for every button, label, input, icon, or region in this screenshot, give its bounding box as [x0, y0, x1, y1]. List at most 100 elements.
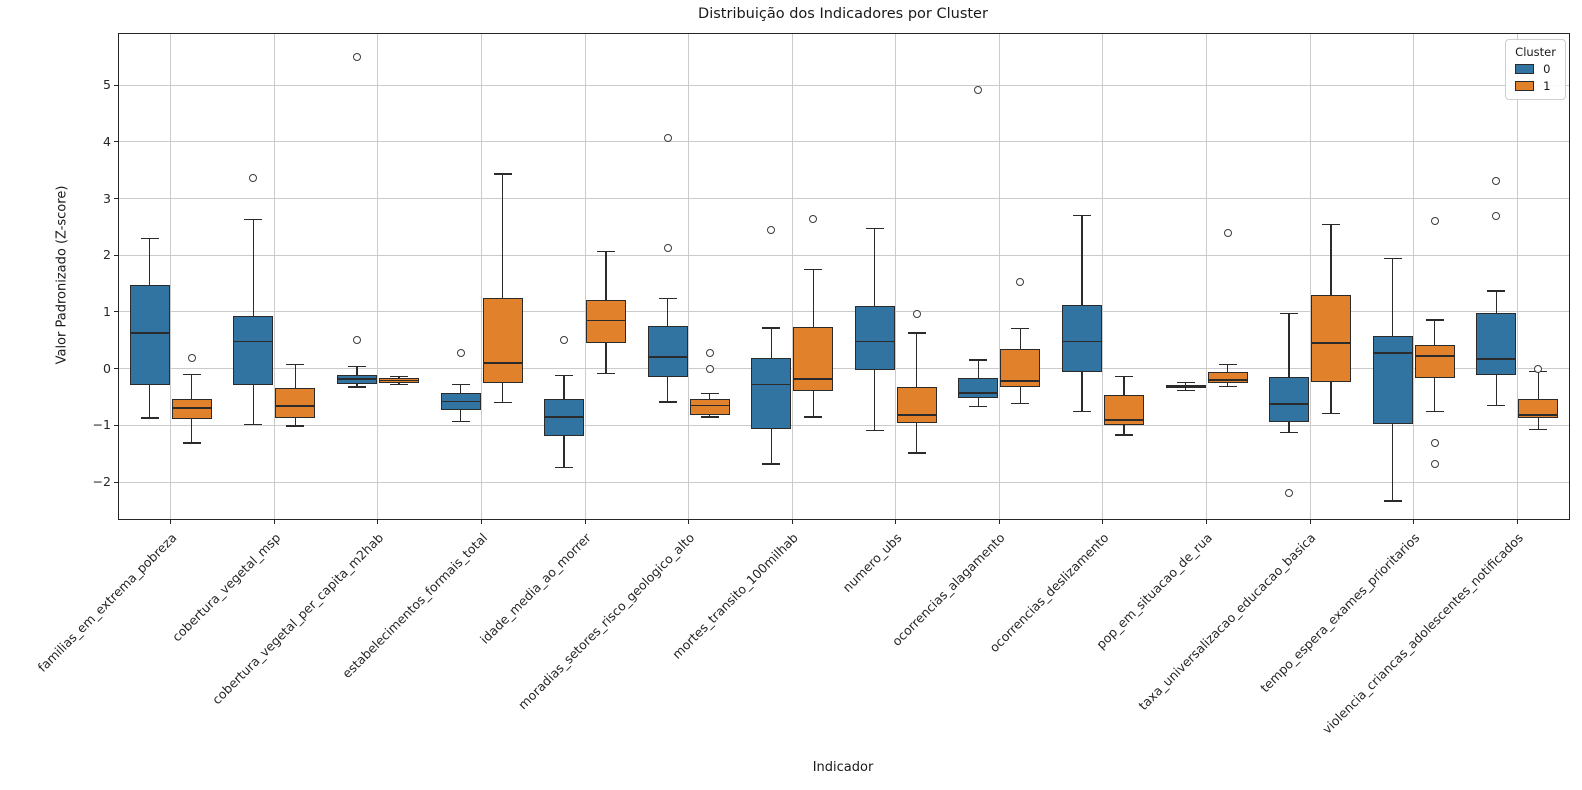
gridline-vertical	[1516, 34, 1518, 519]
median-line	[233, 340, 274, 343]
x-tick-label: moradias_setores_risco_geologico_alto	[515, 530, 698, 713]
median-line	[1414, 355, 1455, 358]
whisker-cap-high	[658, 297, 677, 300]
whisker-cap-low	[1176, 390, 1195, 392]
x-tick-label: violencia_criancas_adolescentes_notifica…	[1319, 530, 1526, 737]
x-tick-mark	[273, 520, 275, 524]
whisker-cap-high	[762, 327, 781, 329]
y-axis-label: Valor Padronizado (Z-score)	[54, 185, 70, 365]
boxplot-box-cluster-1	[171, 399, 212, 420]
x-tick-mark	[481, 520, 482, 524]
whisker-cap-high	[244, 218, 263, 221]
x-tick-label: mortes_transito_100milhab	[669, 530, 801, 662]
y-tick-label: 0	[103, 360, 111, 376]
x-tick-mark	[1309, 520, 1311, 524]
whisker-cap-low	[140, 417, 159, 419]
whisker-cap-low	[347, 386, 366, 388]
x-tick-mark	[998, 520, 1000, 524]
boxplot-box-cluster-1	[793, 327, 834, 392]
whisker-cap-low	[969, 405, 988, 408]
whisker-cap-low	[389, 383, 408, 386]
whisker-cap-high	[804, 268, 823, 271]
x-tick-mark	[377, 520, 379, 524]
outlier-point	[974, 85, 983, 94]
whisker-cap-high	[1280, 312, 1299, 315]
whisker-cap-high	[1011, 327, 1030, 330]
outlier-point	[456, 348, 465, 357]
whisker-cap-low	[1280, 431, 1299, 433]
boxplot-box-cluster-0	[647, 325, 688, 378]
whisker-cap-high	[389, 375, 408, 378]
outlier-point	[352, 52, 361, 61]
boxplot-box-cluster-0	[129, 284, 170, 385]
gridline-vertical	[688, 34, 690, 519]
gridline-vertical	[1309, 34, 1311, 519]
boxplot-box-cluster-1	[482, 297, 523, 383]
whisker-cap-low	[244, 423, 263, 425]
whisker-cap-low	[1529, 428, 1548, 431]
outlier-point	[705, 348, 714, 357]
gridline-horizontal	[119, 368, 1569, 370]
whisker-cap-low	[804, 416, 823, 418]
legend-swatch-icon	[1515, 81, 1535, 91]
median-line	[275, 405, 316, 407]
gridline-horizontal	[119, 311, 1569, 313]
outlier-point	[1016, 277, 1025, 286]
outlier-point	[705, 364, 714, 373]
median-line	[958, 392, 999, 394]
whisker-cap-low	[597, 373, 616, 375]
outlier-point	[1430, 459, 1439, 468]
boxplot-box-cluster-1	[1311, 294, 1352, 382]
gridline-vertical	[273, 34, 275, 519]
chart-title: Distribuição dos Indicadores por Cluster	[698, 6, 988, 22]
y-tick-mark	[114, 141, 119, 143]
median-line	[1476, 358, 1517, 360]
gridline-vertical	[170, 34, 172, 519]
y-tick-label: 2	[103, 247, 111, 263]
gridline-vertical	[377, 34, 379, 519]
y-tick-label: −2	[92, 474, 111, 490]
whisker-cap-high	[907, 332, 926, 334]
whisker-cap-low	[1114, 434, 1133, 436]
boxplot-box-cluster-0	[854, 306, 895, 370]
legend-entry-label: 0	[1543, 62, 1551, 76]
x-tick-mark	[688, 520, 690, 524]
median-line	[1103, 418, 1144, 421]
whisker-cap-high	[555, 374, 574, 377]
whisker-cap-high	[1218, 364, 1237, 366]
x-tick-mark	[1516, 520, 1518, 524]
gridline-vertical	[1413, 34, 1415, 519]
outlier-point	[187, 353, 196, 362]
median-line	[336, 377, 377, 380]
boxplot-box-cluster-0	[233, 316, 274, 385]
boxplot-box-cluster-1	[896, 386, 937, 424]
whisker-cap-low	[658, 401, 677, 403]
outlier-point	[1285, 489, 1294, 498]
boxplot-box-cluster-0	[751, 357, 792, 429]
outlier-point	[1430, 217, 1439, 226]
median-line	[1518, 413, 1559, 416]
gridline-vertical	[584, 34, 586, 519]
outlier-point	[352, 336, 361, 345]
y-tick-label: 3	[103, 190, 111, 206]
whisker-cap-low	[182, 442, 201, 444]
x-tick-mark	[1413, 520, 1415, 524]
whisker-cap-low	[1487, 404, 1506, 407]
outlier-point	[1492, 211, 1501, 220]
gridline-horizontal	[119, 141, 1569, 143]
x-tick-mark	[584, 520, 586, 524]
boxplot-box-cluster-1	[1207, 372, 1248, 384]
y-tick-mark	[114, 424, 119, 426]
whisker-cap-high	[286, 364, 305, 366]
x-tick-label: taxa_universalizacao_educacao_basica	[1135, 530, 1319, 714]
legend-entry-cluster-0: 0	[1515, 62, 1556, 76]
outlier-point	[809, 215, 818, 224]
gridline-horizontal	[119, 424, 1569, 426]
whisker-cap-low	[1072, 411, 1091, 413]
outlier-point	[1223, 228, 1232, 237]
whisker-cap-low	[1322, 412, 1341, 415]
boxplot-box-cluster-1	[1518, 399, 1559, 419]
